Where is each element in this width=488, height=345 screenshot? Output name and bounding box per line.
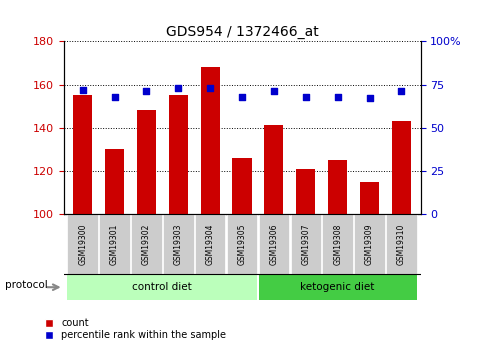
Bar (264, 126, 283, 214)
Text: protocol: protocol (5, 280, 47, 289)
Bar (391, 121, 410, 214)
Bar (290, 214, 321, 274)
Bar (258, 214, 288, 274)
Bar (327, 160, 346, 214)
Bar (67, 274, 257, 300)
Bar (67, 214, 98, 274)
Text: GSM19306: GSM19306 (269, 223, 278, 265)
Point (79, 87, 86, 92)
Bar (386, 214, 416, 274)
Text: GSM19310: GSM19310 (396, 224, 405, 265)
Text: GSM19308: GSM19308 (332, 224, 342, 265)
Bar (137, 110, 156, 214)
Bar (163, 214, 193, 274)
Bar (131, 214, 162, 274)
Text: GSM19302: GSM19302 (142, 224, 151, 265)
Point (397, 89, 405, 94)
Point (269, 89, 277, 94)
Text: ketogenic diet: ketogenic diet (300, 282, 374, 292)
Bar (296, 169, 315, 214)
Text: GSM19300: GSM19300 (78, 223, 87, 265)
Bar (359, 181, 378, 214)
Bar (226, 214, 257, 274)
Text: GSM19304: GSM19304 (205, 223, 214, 265)
Point (301, 94, 309, 99)
Bar (353, 214, 384, 274)
Point (142, 89, 150, 94)
Text: control diet: control diet (132, 282, 192, 292)
Bar (232, 158, 251, 214)
Point (333, 94, 341, 99)
Text: GSM19303: GSM19303 (173, 223, 183, 265)
Text: GSM19307: GSM19307 (301, 223, 310, 265)
Bar (99, 214, 130, 274)
Bar (322, 214, 352, 274)
Text: GSM19305: GSM19305 (237, 223, 246, 265)
Bar (200, 67, 219, 214)
Point (238, 94, 245, 99)
Bar (105, 149, 124, 214)
Bar (258, 274, 416, 300)
Text: GSM19309: GSM19309 (365, 223, 373, 265)
Legend: count, percentile rank within the sample: count, percentile rank within the sample (44, 318, 226, 340)
Point (206, 85, 214, 91)
Text: GSM19301: GSM19301 (110, 224, 119, 265)
Bar (168, 95, 187, 214)
Point (110, 94, 118, 99)
Point (174, 85, 182, 91)
Title: GDS954 / 1372466_at: GDS954 / 1372466_at (165, 25, 318, 39)
Bar (73, 95, 92, 214)
Bar (195, 214, 225, 274)
Point (365, 96, 373, 101)
